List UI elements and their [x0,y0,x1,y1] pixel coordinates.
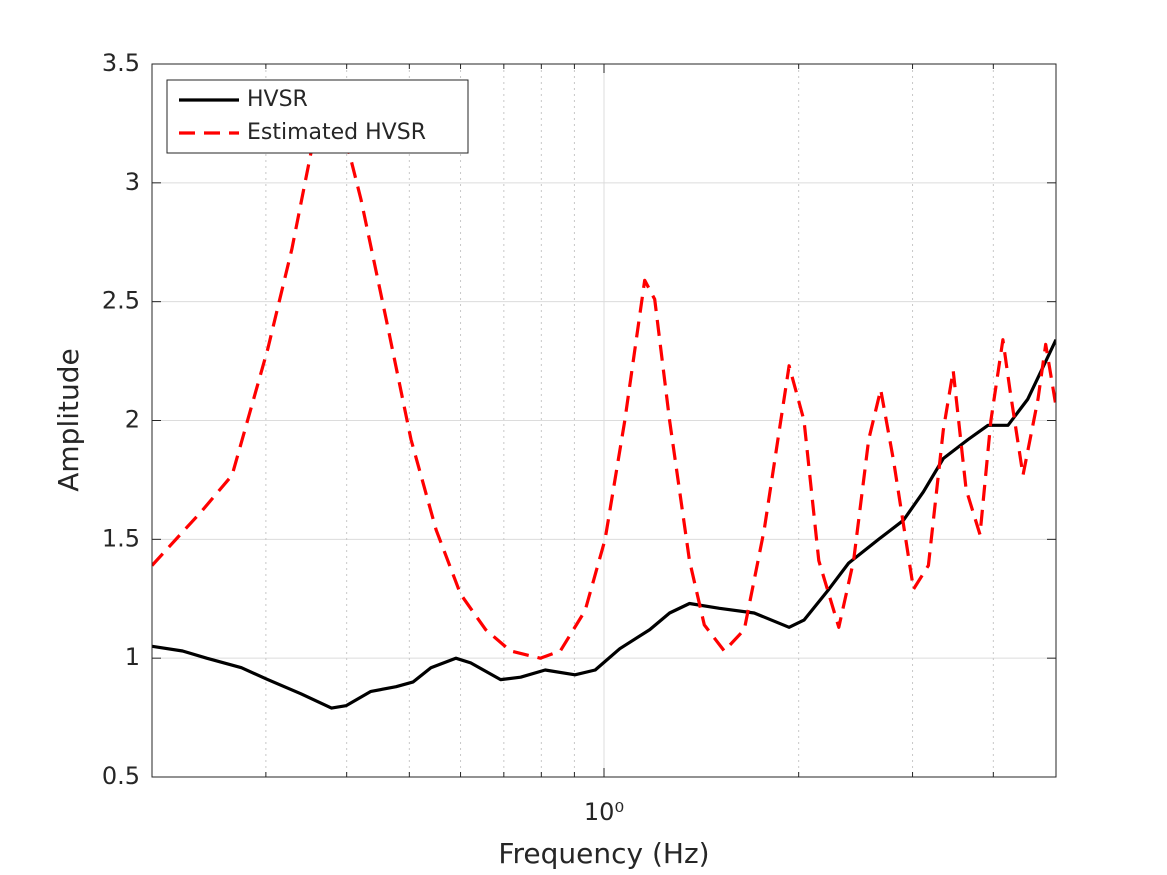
x-tick-label: 10⁰ [584,798,624,826]
y-tick-label: 0.5 [102,762,140,790]
y-tick-label: 3.5 [102,49,140,77]
y-tick-label: 2.5 [102,287,140,315]
y-tick-label: 1 [125,643,140,671]
ticks: 0.5 1 1.5 2 2.5 3 3.5 10⁰ [102,49,1056,826]
lines [152,128,1056,710]
y-tick-label: 3 [125,168,140,196]
x-axis-label: Frequency (Hz) [498,837,709,870]
y-axis-label: Amplitude [52,348,85,492]
line-series [152,339,1056,710]
line-series [152,128,1056,660]
y-tick-label: 1.5 [102,524,140,552]
y-tick-label: 2 [125,406,140,434]
legend-label: Estimated HVSR [247,120,426,145]
legend-box [166,79,469,154]
legend: HVSR Estimated HVSR [166,79,469,154]
legend-label: HVSR [247,87,308,112]
